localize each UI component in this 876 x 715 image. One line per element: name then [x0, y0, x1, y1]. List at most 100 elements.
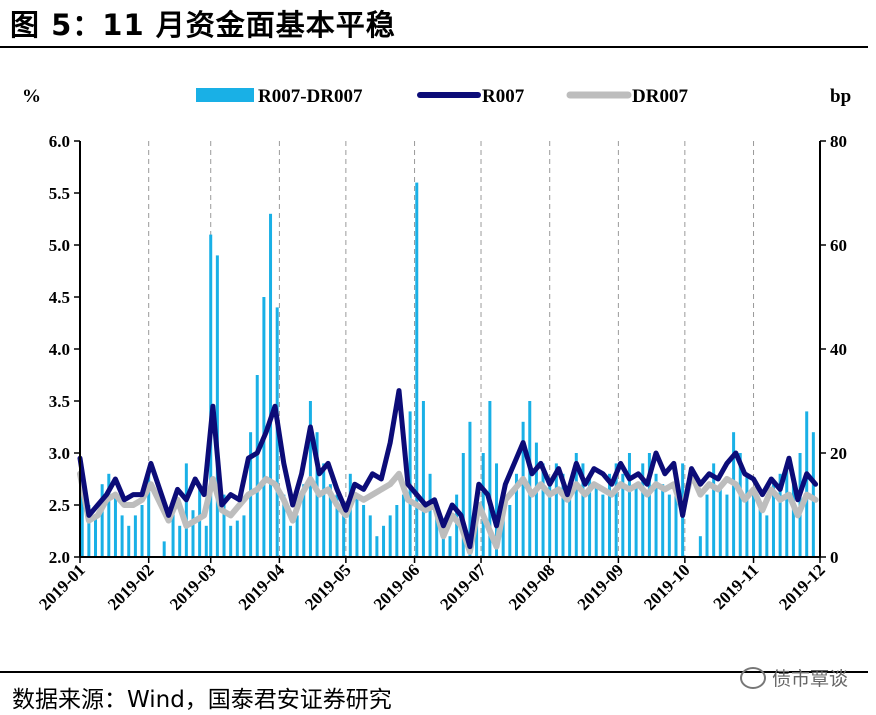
- bar: [514, 473, 518, 557]
- legend-label: R007-DR007: [258, 86, 363, 107]
- left-tick-label: 3.0: [49, 444, 70, 463]
- bar: [712, 463, 716, 557]
- x-tick-label: 2019-11: [710, 560, 763, 613]
- bar: [120, 515, 124, 557]
- right-axis-label: bp: [830, 86, 851, 107]
- chart: R007-DR007 R007 DR007 2.0 2.5 3.0 3.5 4.0 4.5 5.…: [22, 86, 851, 614]
- legend: R007-DR007 R007 DR007: [196, 86, 688, 107]
- bar: [428, 473, 432, 557]
- bar: [80, 468, 84, 557]
- series-line-r007: [77, 388, 819, 550]
- bar: [204, 525, 208, 557]
- left-tick-label: 3.5: [49, 392, 70, 411]
- bar: [328, 484, 332, 557]
- bar: [395, 505, 399, 557]
- bar: [455, 494, 459, 557]
- bar: [94, 515, 98, 557]
- bar: [647, 453, 651, 557]
- bar: [262, 297, 266, 557]
- bar: [608, 473, 612, 557]
- bar: [368, 515, 372, 557]
- bar: [461, 453, 465, 557]
- x-tick-label: 2019-07: [436, 560, 490, 614]
- bar: [127, 525, 131, 557]
- left-axis-label: %: [22, 86, 41, 107]
- bar: [758, 505, 762, 557]
- bar: [541, 463, 545, 557]
- bar: [191, 510, 195, 557]
- bar: [614, 463, 618, 557]
- bar: [574, 453, 578, 557]
- bar: [229, 525, 233, 557]
- bar: [661, 484, 665, 557]
- bar: [594, 484, 598, 557]
- bar: [448, 536, 452, 557]
- bar: [288, 525, 292, 557]
- bar: [335, 494, 339, 557]
- bar: [435, 515, 439, 557]
- footer-rule: [0, 671, 868, 673]
- bar: [481, 453, 485, 557]
- bar: [508, 505, 512, 557]
- bar: [133, 515, 137, 557]
- left-tick-label: 5.0: [49, 236, 70, 255]
- bar: [771, 484, 775, 557]
- bar: [348, 473, 352, 557]
- series-line-dr007: [77, 470, 819, 555]
- right-tick-label: 40: [830, 340, 847, 359]
- right-tick-label: 20: [830, 444, 847, 463]
- bar: [388, 515, 392, 557]
- title-rule: [0, 46, 868, 48]
- bar: [561, 473, 565, 557]
- bar: [811, 432, 815, 557]
- bar: [382, 525, 386, 557]
- x-tick-label: 2019-02: [104, 560, 158, 614]
- bar: [627, 453, 631, 557]
- bar: [791, 484, 795, 557]
- bar: [222, 494, 226, 557]
- legend-swatch-bar: [196, 88, 254, 102]
- bar: [705, 494, 709, 557]
- bar: [588, 473, 592, 557]
- bar: [475, 515, 479, 557]
- bar: [107, 473, 111, 557]
- bar: [621, 473, 625, 557]
- bar: [295, 515, 299, 557]
- legend-label: R007: [482, 86, 525, 107]
- bar: [698, 536, 702, 557]
- left-tick-label: 5.5: [49, 184, 70, 203]
- bar: [601, 494, 605, 557]
- bar: [732, 432, 736, 557]
- bar: [113, 494, 117, 557]
- bar: [178, 525, 182, 557]
- source-note: 数据来源：Wind，国泰君安证券研究: [12, 687, 392, 713]
- bar: [641, 463, 645, 557]
- bar: [548, 484, 552, 557]
- bar: [752, 494, 756, 557]
- left-tick-label: 2.5: [49, 496, 70, 515]
- bar: [654, 473, 658, 557]
- watermark: 债市覃谈: [739, 664, 848, 691]
- bar: [528, 401, 532, 557]
- bar: [667, 494, 671, 557]
- page-title: 图 5：11 月资金面基本平稳: [10, 8, 396, 42]
- x-tick-label: 2019-03: [166, 560, 220, 614]
- x-tick-label: 2019-01: [35, 560, 89, 614]
- bar: [785, 463, 789, 557]
- bar: [282, 494, 286, 557]
- x-tick-label: 2019-08: [505, 560, 559, 614]
- lines: [77, 388, 819, 555]
- bar: [581, 463, 585, 557]
- bar: [521, 421, 525, 557]
- bar: [242, 515, 246, 557]
- bar: [362, 505, 366, 557]
- legend-label: DR007: [632, 86, 688, 107]
- bar: [215, 255, 219, 557]
- bar: [100, 484, 104, 557]
- x-tick-label: 2019-06: [370, 560, 424, 614]
- bar: [209, 234, 213, 557]
- bar: [718, 484, 722, 557]
- bar: [162, 541, 166, 557]
- bar: [235, 520, 239, 557]
- bar: [495, 463, 499, 557]
